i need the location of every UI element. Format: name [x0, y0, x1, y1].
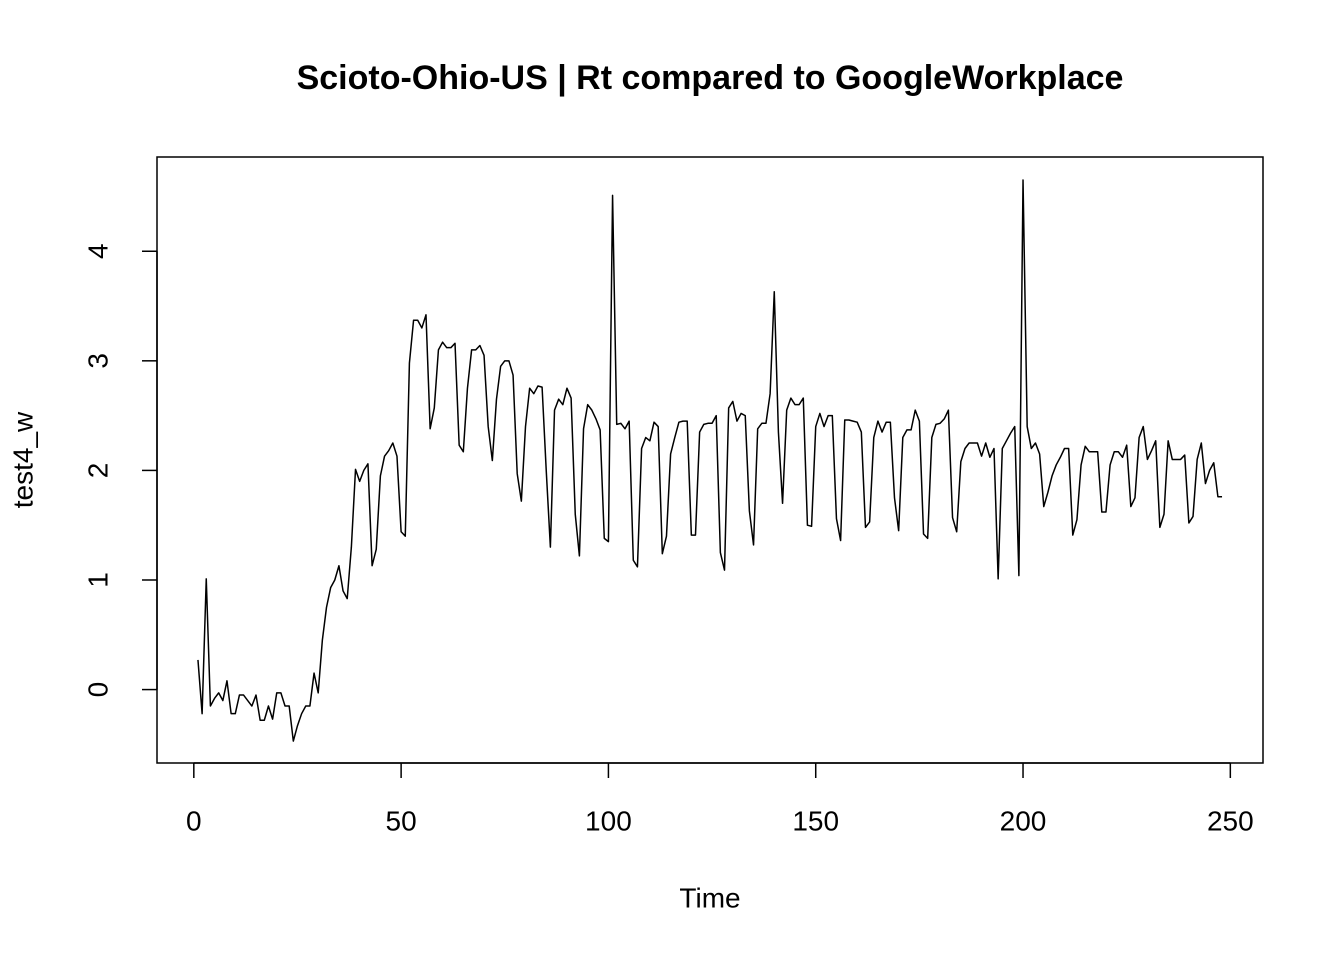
y-tick-label: 3 [82, 353, 113, 369]
y-tick-label: 4 [82, 243, 113, 259]
x-tick-label: 150 [792, 805, 839, 836]
x-tick-label: 0 [186, 805, 202, 836]
x-axis-label: Time [679, 882, 740, 913]
y-tick-label: 2 [82, 463, 113, 479]
x-tick-label: 200 [1000, 805, 1047, 836]
y-tick-label: 1 [82, 572, 113, 588]
x-tick-label: 50 [386, 805, 417, 836]
x-tick-label: 250 [1207, 805, 1254, 836]
x-tick-label: 100 [585, 805, 632, 836]
y-tick-label: 0 [82, 682, 113, 698]
data-line [197, 179, 1223, 742]
chart-title: Scioto-Ohio-US | Rt compared to GoogleWo… [297, 59, 1124, 97]
y-axis-label: test4_w [7, 411, 38, 508]
